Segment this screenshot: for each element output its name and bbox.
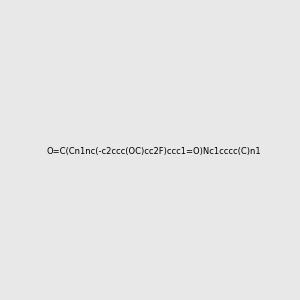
Text: O=C(Cn1nc(-c2ccc(OC)cc2F)ccc1=O)Nc1cccc(C)n1: O=C(Cn1nc(-c2ccc(OC)cc2F)ccc1=O)Nc1cccc(… bbox=[46, 147, 261, 156]
